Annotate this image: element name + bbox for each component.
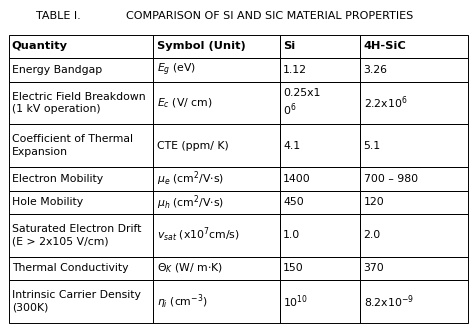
Bar: [154, 214, 280, 257]
Text: 1400: 1400: [283, 174, 311, 184]
Text: 5.1: 5.1: [364, 141, 381, 150]
Text: Intrinsic Carrier Density
(300K): Intrinsic Carrier Density (300K): [12, 290, 141, 313]
Text: Electric Field Breakdown
(1 kV operation): Electric Field Breakdown (1 kV operation…: [12, 92, 146, 114]
Text: Symbol (Unit): Symbol (Unit): [157, 42, 246, 51]
Text: 4H-SiC: 4H-SiC: [364, 42, 406, 51]
Text: 0.25x1
$0^6$: 0.25x1 $0^6$: [283, 88, 320, 118]
Bar: [280, 35, 360, 58]
Bar: [360, 167, 468, 190]
Bar: [154, 167, 280, 190]
Text: 700 – 980: 700 – 980: [364, 174, 418, 184]
Text: 1.12: 1.12: [283, 65, 307, 75]
Text: Energy Bandgap: Energy Bandgap: [12, 65, 102, 75]
Bar: [360, 214, 468, 257]
Bar: [9, 35, 154, 58]
Bar: [9, 82, 154, 124]
Text: $\eta_i$ (cm$^{-3}$): $\eta_i$ (cm$^{-3}$): [157, 292, 207, 311]
Text: 3.26: 3.26: [364, 65, 388, 75]
Bar: [9, 58, 154, 82]
Text: 8.2x10$^{-9}$: 8.2x10$^{-9}$: [364, 293, 413, 310]
Bar: [154, 58, 280, 82]
Bar: [9, 167, 154, 190]
Bar: [9, 214, 154, 257]
Bar: [280, 82, 360, 124]
Text: 1.0: 1.0: [283, 230, 301, 240]
Bar: [9, 257, 154, 280]
Text: Quantity: Quantity: [12, 42, 68, 51]
Bar: [280, 280, 360, 323]
Bar: [280, 167, 360, 190]
Bar: [280, 190, 360, 214]
Bar: [9, 190, 154, 214]
Bar: [154, 82, 280, 124]
Text: 370: 370: [364, 263, 384, 274]
Bar: [9, 124, 154, 167]
Text: 120: 120: [364, 197, 384, 207]
Text: Electron Mobility: Electron Mobility: [12, 174, 103, 184]
Text: 2.0: 2.0: [364, 230, 381, 240]
Text: CTE (ppm/ K): CTE (ppm/ K): [157, 141, 228, 150]
Bar: [280, 124, 360, 167]
Text: Si: Si: [283, 42, 295, 51]
Bar: [360, 124, 468, 167]
Bar: [280, 257, 360, 280]
Bar: [360, 280, 468, 323]
Bar: [360, 257, 468, 280]
Bar: [9, 280, 154, 323]
Bar: [154, 124, 280, 167]
Bar: [154, 257, 280, 280]
Bar: [280, 214, 360, 257]
Text: Thermal Conductivity: Thermal Conductivity: [12, 263, 128, 274]
Bar: [154, 280, 280, 323]
Text: 2.2x10$^6$: 2.2x10$^6$: [364, 95, 407, 112]
Text: 150: 150: [283, 263, 304, 274]
Text: $E_g$ (eV): $E_g$ (eV): [157, 62, 196, 78]
Bar: [360, 58, 468, 82]
Text: $v_{sat}$ (x10$^7$cm/s): $v_{sat}$ (x10$^7$cm/s): [157, 226, 239, 245]
Text: Hole Mobility: Hole Mobility: [12, 197, 83, 207]
Text: 450: 450: [283, 197, 304, 207]
Text: COMPARISON OF SI AND SIC MATERIAL PROPERTIES: COMPARISON OF SI AND SIC MATERIAL PROPER…: [126, 11, 413, 20]
Bar: [360, 35, 468, 58]
Text: Saturated Electron Drift
(E > 2x105 V/cm): Saturated Electron Drift (E > 2x105 V/cm…: [12, 224, 141, 247]
Text: TABLE I.: TABLE I.: [36, 11, 80, 20]
Bar: [154, 190, 280, 214]
Bar: [360, 82, 468, 124]
Bar: [154, 35, 280, 58]
Text: $E_c$ (V/ cm): $E_c$ (V/ cm): [157, 96, 212, 110]
Bar: [280, 58, 360, 82]
Text: $\mu_e$ (cm$^2$/V$\cdot$s): $\mu_e$ (cm$^2$/V$\cdot$s): [157, 169, 224, 188]
Text: 10$^{10}$: 10$^{10}$: [283, 293, 308, 310]
Bar: [360, 190, 468, 214]
Text: 4.1: 4.1: [283, 141, 300, 150]
Text: $\Theta_K$ (W/ m$\cdot$K): $\Theta_K$ (W/ m$\cdot$K): [157, 262, 223, 275]
Text: Coefficient of Thermal
Expansion: Coefficient of Thermal Expansion: [12, 134, 133, 157]
Text: $\mu_h$ (cm$^2$/V$\cdot$s): $\mu_h$ (cm$^2$/V$\cdot$s): [157, 193, 224, 212]
